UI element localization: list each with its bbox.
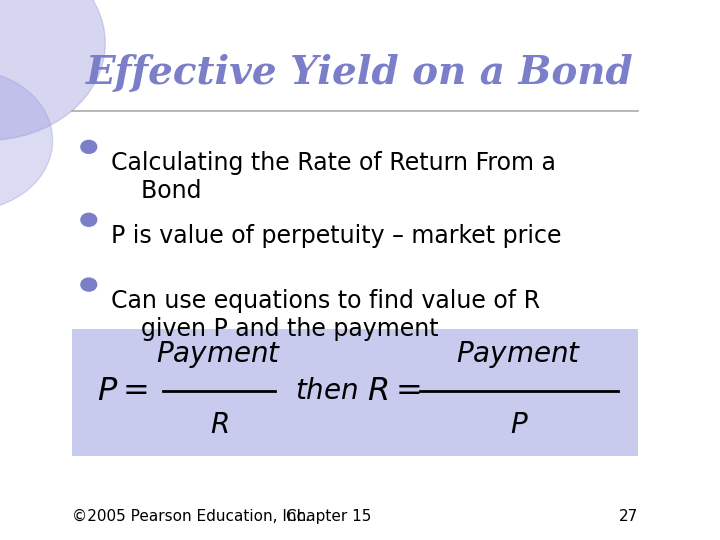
Text: P is value of perpetuity – market price: P is value of perpetuity – market price [110,224,561,248]
Text: $\mathit{P}$: $\mathit{P}$ [510,411,528,439]
Text: Calculating the Rate of Return From a
    Bond: Calculating the Rate of Return From a Bo… [110,151,555,203]
Circle shape [0,0,105,140]
Circle shape [0,70,53,211]
Circle shape [81,213,96,226]
Text: 27: 27 [619,509,638,524]
Text: Effective Yield on a Bond: Effective Yield on a Bond [86,54,633,92]
Text: ©2005 Pearson Education, Inc.: ©2005 Pearson Education, Inc. [73,509,310,524]
Text: $\mathit{R}$: $\mathit{R}$ [210,411,228,439]
Text: $\mathit{R}=$: $\mathit{R}=$ [367,376,421,407]
Text: $\mathit{then}$: $\mathit{then}$ [294,377,358,405]
Text: $\mathit{Payment}$: $\mathit{Payment}$ [156,339,282,370]
Text: Chapter 15: Chapter 15 [287,509,372,524]
Text: $\mathit{Payment}$: $\mathit{Payment}$ [456,339,582,370]
FancyBboxPatch shape [73,329,638,456]
Circle shape [81,278,96,291]
Text: Can use equations to find value of R
    given P and the payment: Can use equations to find value of R giv… [110,289,540,341]
Circle shape [81,140,96,153]
Text: $\mathit{P}=$: $\mathit{P}=$ [97,376,148,407]
